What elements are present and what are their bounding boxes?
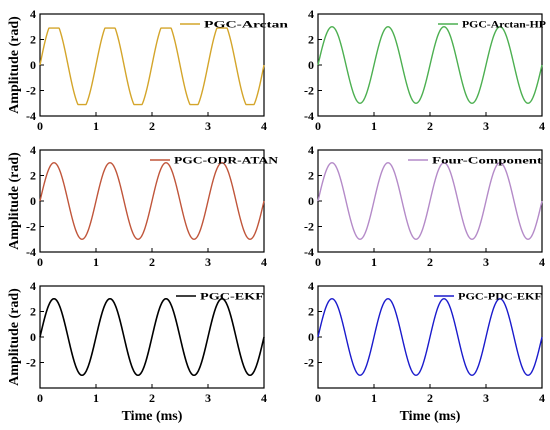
y-tick-label: 4	[30, 279, 36, 293]
y-tick-label: -2	[304, 356, 314, 370]
y-tick-label: 4	[308, 7, 314, 21]
y-tick-label: 2	[30, 169, 36, 183]
y-axis-title: Amplitude (rad)	[7, 288, 22, 386]
y-tick-label: -4	[304, 245, 314, 259]
x-tick-label: 0	[37, 255, 43, 269]
legend-label: Four-Component	[432, 157, 543, 167]
series-line	[39, 297, 265, 377]
y-tick-label: 0	[30, 194, 36, 208]
x-tick-label: 3	[483, 391, 489, 405]
x-tick-label: 2	[427, 391, 433, 405]
x-tick-label: 0	[315, 119, 321, 133]
y-tick-label: 2	[30, 305, 36, 319]
y-tick-label: -2	[26, 356, 36, 370]
series-line	[317, 26, 543, 104]
x-tick-label: 1	[371, 255, 377, 269]
y-tick-label: -4	[26, 245, 36, 259]
x-tick-label: 2	[427, 255, 433, 269]
x-tick-label: 1	[93, 119, 99, 133]
x-tick-label: 1	[371, 391, 377, 405]
x-tick-label: 1	[93, 255, 99, 269]
y-tick-label: 0	[30, 58, 36, 72]
legend-label: PGC-Arctan-HP	[462, 21, 546, 31]
y-axis-title: Amplitude (rad)	[7, 152, 22, 250]
legend-label: PGC-PDC-EKF	[458, 293, 542, 303]
x-tick-label: 0	[315, 391, 321, 405]
chart-panel-1: 0 1 2 3 4 -4 -2 0 2 4 Amplitude (rad) PGC-Arctan	[7, 7, 289, 133]
y-tick-label: 2	[308, 33, 314, 47]
chart-panel-6: 0 1 2 3 4 -2 0 2 4 Time (ms) PGC-PDC-EKF	[304, 279, 545, 424]
y-tick-label: 0	[308, 58, 314, 72]
x-tick-label: 0	[37, 391, 43, 405]
x-tick-label: 2	[149, 119, 155, 133]
x-tick-label: 2	[149, 391, 155, 405]
y-tick-label: -2	[26, 84, 36, 98]
series-line	[317, 298, 543, 376]
x-tick-label: 1	[93, 391, 99, 405]
legend-label: PGC-ODR-ATAN	[174, 157, 278, 167]
chart-panel-4: 0 1 2 3 4 -4 -2 0 2 4 Four-Component	[304, 143, 545, 269]
x-tick-label: 4	[539, 255, 545, 269]
x-tick-label: 3	[483, 255, 489, 269]
chart-panel-3: 0 1 2 3 4 -4 -2 0 2 4 Amplitude (rad) PGC-ODR-ATAN	[7, 143, 278, 269]
x-tick-label: 2	[149, 255, 155, 269]
x-tick-label: 3	[205, 391, 211, 405]
series-line	[317, 162, 543, 240]
chart-panel-2: 0 1 2 3 4 -4 -2 0 2 4 PGC-Arctan-HP	[304, 7, 546, 133]
x-tick-label: 0	[37, 119, 43, 133]
x-tick-label: 2	[427, 119, 433, 133]
y-tick-label: 4	[308, 279, 314, 293]
y-tick-label: -2	[304, 220, 314, 234]
y-tick-label: 0	[308, 330, 314, 344]
x-axis-title: Time (ms)	[400, 409, 461, 424]
y-tick-label: 2	[308, 305, 314, 319]
x-tick-label: 0	[315, 255, 321, 269]
y-tick-label: -4	[26, 109, 36, 123]
x-tick-label: 1	[371, 119, 377, 133]
y-tick-label: 2	[30, 33, 36, 47]
x-tick-label: 3	[205, 119, 211, 133]
x-tick-label: 4	[539, 391, 545, 405]
y-tick-label: -4	[304, 109, 314, 123]
x-axis-title: Time (ms)	[122, 409, 183, 424]
chart-panel-5: 0 1 2 3 4 -2 0 2 4 Amplitude (rad) Time (ms) PGC-EK…	[7, 279, 267, 424]
x-tick-label: 4	[261, 119, 267, 133]
y-tick-label: 4	[30, 7, 36, 21]
y-tick-label: 4	[30, 143, 36, 157]
x-tick-label: 4	[261, 255, 267, 269]
series-line	[39, 162, 265, 240]
y-tick-label: 0	[30, 330, 36, 344]
x-tick-label: 3	[483, 119, 489, 133]
series-line	[39, 27, 265, 106]
y-tick-label: 4	[308, 143, 314, 157]
y-tick-label: 0	[308, 194, 314, 208]
y-axis-title: Amplitude (rad)	[7, 16, 22, 114]
x-tick-label: 4	[539, 119, 545, 133]
y-tick-label: 2	[308, 169, 314, 183]
x-tick-label: 4	[261, 391, 267, 405]
legend-label: PGC-EKF	[200, 293, 264, 303]
legend-label: PGC-Arctan	[204, 21, 289, 31]
y-tick-label: -2	[304, 84, 314, 98]
y-tick-label: -2	[26, 220, 36, 234]
x-tick-label: 3	[205, 255, 211, 269]
